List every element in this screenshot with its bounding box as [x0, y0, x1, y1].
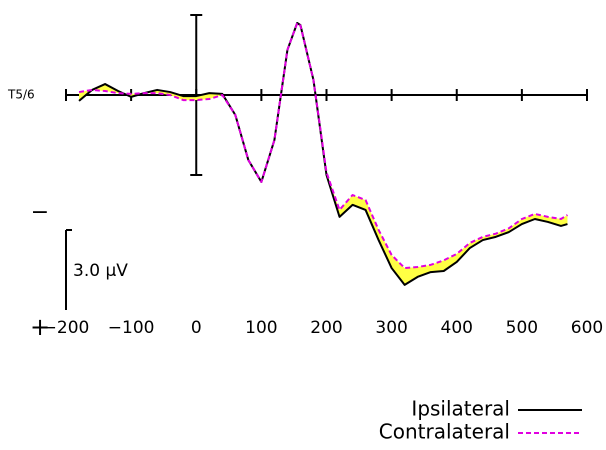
polarity-negative: − [31, 200, 49, 225]
channel-label: T5/6 [7, 88, 35, 102]
x-tick-label: 300 [375, 318, 407, 338]
legend-label: Ipsilateral [411, 397, 510, 421]
x-tick-label: 100 [245, 318, 277, 338]
legend-label: Contralateral [379, 420, 510, 444]
x-tick-label: 500 [506, 318, 538, 338]
x-tick-label: −100 [108, 318, 155, 338]
x-tick-label: 200 [310, 318, 342, 338]
polarity-positive: + [30, 313, 50, 341]
x-tick-label: −200 [43, 318, 90, 338]
x-tick-label: 600 [571, 318, 603, 338]
x-tick-label: 0 [191, 318, 202, 338]
x-tick-label: 400 [441, 318, 473, 338]
scale-bar-label: 3.0 μV [73, 261, 128, 281]
erp-line [78, 22, 568, 270]
